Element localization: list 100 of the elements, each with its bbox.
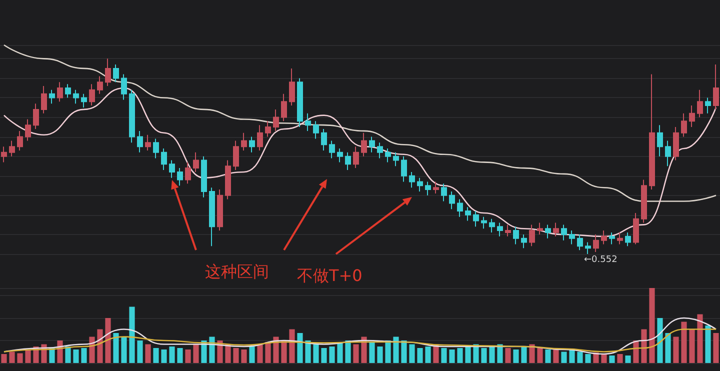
candlestick (537, 222, 543, 235)
bar (289, 329, 295, 363)
bar (185, 350, 191, 363)
candlestick (233, 140, 239, 171)
bar (265, 342, 271, 363)
candlestick (401, 156, 407, 182)
bar (401, 340, 407, 363)
bar (121, 336, 127, 363)
candlestick (529, 224, 535, 247)
candlestick (569, 230, 575, 245)
candlestick (17, 130, 23, 151)
candlestick (97, 76, 103, 94)
candlestick (249, 136, 255, 153)
candlestick (697, 89, 703, 118)
bar (657, 318, 663, 363)
candlestick (625, 232, 631, 247)
candlestick (321, 128, 327, 151)
candlestick (73, 89, 79, 104)
candlestick (369, 136, 375, 153)
candlestick (193, 152, 199, 172)
text: 不做T+0 (297, 266, 362, 287)
bar (497, 344, 503, 363)
candlestick (505, 224, 511, 237)
candlestick (713, 64, 719, 110)
candlestick (225, 160, 231, 200)
bar (385, 340, 391, 363)
candlestick (289, 68, 295, 106)
bar (457, 348, 463, 363)
candlestick (81, 93, 87, 108)
bar (529, 344, 535, 363)
bar (145, 344, 151, 363)
bar (673, 336, 679, 363)
candlestick (473, 210, 479, 228)
bar (393, 336, 399, 363)
candlestick (481, 216, 487, 230)
candlestick (337, 148, 343, 163)
candlestick (409, 171, 415, 188)
candlestick (257, 124, 263, 151)
bar (705, 326, 711, 363)
candlestick (689, 105, 695, 128)
bar (193, 344, 199, 363)
bar (489, 346, 495, 363)
candlestick (329, 140, 335, 159)
bar (241, 350, 247, 363)
bar (361, 336, 367, 363)
candlestick (1, 146, 7, 163)
candlestick (673, 126, 679, 161)
bar (417, 348, 423, 363)
candlestick (129, 89, 135, 144)
bar (513, 350, 519, 363)
text: ←0.552 (584, 255, 618, 265)
candlestick (345, 152, 351, 171)
bar (249, 346, 255, 363)
bar (625, 356, 631, 363)
bar (441, 348, 447, 363)
candlestick (521, 234, 527, 249)
bar (689, 329, 695, 363)
candlestick (161, 148, 167, 171)
candlestick (633, 212, 639, 245)
candlestick (297, 78, 303, 128)
candlestick (105, 58, 111, 87)
candlestick (457, 198, 463, 218)
candlestick (273, 108, 279, 132)
candlestick (65, 84, 71, 98)
candlestick (201, 156, 207, 198)
candlestick (657, 124, 663, 157)
candlestick (57, 82, 63, 102)
bar (329, 346, 335, 363)
bar (81, 348, 87, 363)
bar (65, 346, 71, 363)
candlestick (641, 179, 647, 224)
candlestick (609, 232, 615, 245)
bar (505, 348, 511, 363)
candlestick (393, 152, 399, 167)
candlestick (209, 187, 215, 247)
bar (713, 333, 719, 363)
candlestick (649, 74, 655, 190)
candlestick (433, 181, 439, 194)
candlestick (665, 140, 671, 167)
candlestick (417, 177, 423, 192)
candlestick (169, 160, 175, 178)
candlestick (705, 97, 711, 114)
bar (369, 342, 375, 363)
bar (577, 352, 583, 363)
bar (521, 346, 527, 363)
candlestick (305, 112, 311, 132)
candlestick (585, 242, 591, 254)
candlestick (145, 134, 151, 151)
candlestick (489, 218, 495, 234)
bar (641, 329, 647, 363)
bar (321, 348, 327, 363)
candlestick (377, 142, 383, 159)
bar (665, 333, 671, 363)
candlestick (353, 146, 359, 169)
candlestick (497, 222, 503, 237)
candlestick (577, 234, 583, 251)
candlestick (265, 120, 271, 138)
bar (1, 354, 7, 363)
bar (297, 333, 303, 363)
candlestick (49, 89, 55, 104)
